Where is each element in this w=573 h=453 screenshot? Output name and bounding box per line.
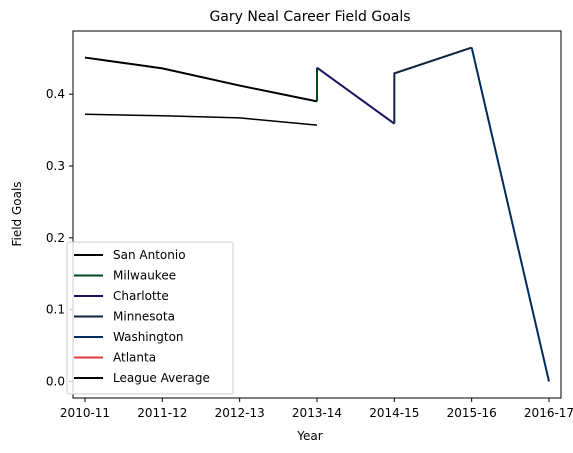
legend-label: Charlotte [113, 289, 169, 303]
x-tick-label: 2010-11 [60, 406, 110, 420]
x-tick-label: 2016-17 [524, 406, 573, 420]
plot-lines [84, 46, 550, 382]
y-tick-label: 0.4 [46, 87, 65, 101]
legend-label: League Average [113, 371, 210, 385]
y-axis: 0.0 0.1 0.2 0.3 0.4 [46, 87, 73, 388]
legend-box [66, 241, 234, 395]
series-line-4 [470, 47, 550, 382]
y-tick-label: 0.1 [46, 303, 65, 317]
series-line-6 [84, 113, 318, 126]
series-line-0 [84, 56, 318, 103]
x-axis-label: Year [296, 429, 322, 443]
y-tick-label: 0.3 [46, 159, 65, 173]
legend-label: San Antonio [113, 248, 186, 262]
series-line-2 [316, 66, 395, 125]
legend-label: Minnesota [113, 310, 175, 324]
legend: San Antonio Milwaukee Charlotte Minnesota Wa… [66, 241, 234, 395]
x-tick-label: 2014-15 [369, 406, 419, 420]
x-tick-label: 2011-12 [137, 406, 187, 420]
legend-label: Washington [113, 330, 184, 344]
y-axis-label: Field Goals [10, 181, 24, 246]
legend-label: Atlanta [113, 351, 156, 365]
y-tick-label: 0.0 [46, 374, 65, 388]
series-line-3 [393, 46, 472, 124]
legend-label: Milwaukee [113, 269, 176, 283]
x-tick-label: 2013-14 [292, 406, 342, 420]
x-tick-label: 2015-16 [447, 406, 497, 420]
y-tick-label: 0.2 [46, 231, 65, 245]
x-tick-label: 2012-13 [215, 406, 265, 420]
x-axis: 2010-11 2011-12 2012-13 2013-14 2014-15 2015-… [60, 398, 573, 420]
chart-title: Gary Neal Career Field Goals [209, 9, 410, 25]
